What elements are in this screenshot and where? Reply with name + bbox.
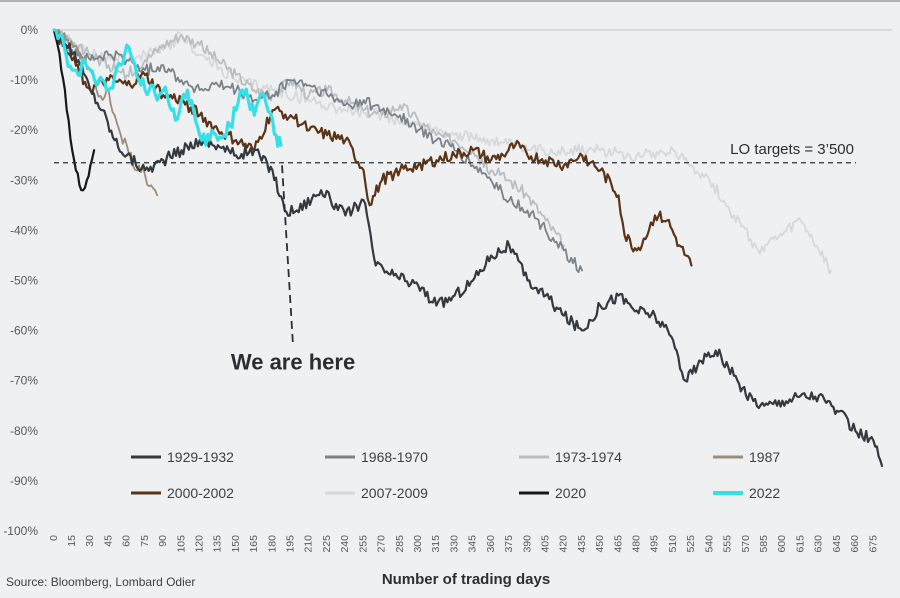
x-tick-label: 585 [758, 535, 770, 553]
x-tick-label: 510 [667, 535, 679, 553]
x-tick-label: 285 [394, 535, 406, 553]
x-tick-label: 75 [139, 535, 151, 547]
source-note: Source: Bloomberg, Lombard Odier [6, 575, 195, 589]
x-tick-label: 135 [212, 535, 224, 553]
x-tick-label: 330 [448, 535, 460, 553]
x-tick-label: 195 [285, 535, 297, 553]
reference-line-group: LO targets = 3’500 [54, 141, 856, 164]
x-tick-label: 405 [539, 535, 551, 553]
x-tick-label: 165 [248, 535, 260, 553]
x-tick-label: 360 [485, 535, 497, 553]
x-tick-label: 45 [102, 535, 114, 547]
series-line-2007-2009 [53, 29, 832, 275]
x-tick-label: 615 [794, 535, 806, 553]
annotation-pointer [281, 165, 294, 346]
y-tick-label: -70% [10, 374, 38, 388]
x-tick-label: 210 [303, 535, 315, 553]
x-tick-label: 570 [740, 535, 752, 553]
x-tick-label: 555 [722, 535, 734, 553]
series-line-2020 [52, 28, 96, 192]
legend-label: 1929-1932 [167, 449, 234, 465]
x-tick-label: 150 [230, 535, 242, 553]
x-tick-label: 540 [703, 535, 715, 553]
series-line-1929-1932 [52, 28, 884, 467]
x-tick-label: 450 [594, 535, 606, 553]
x-tick-label: 60 [121, 535, 133, 547]
x-tick-label: 225 [321, 535, 333, 553]
y-tick-label: -100% [3, 524, 38, 538]
legend: 1929-1932 1968-1970 1973-1974 1987 2000-2002… [131, 449, 780, 501]
x-tick-label: 660 [849, 535, 861, 553]
legend-label: 1968-1970 [361, 449, 428, 465]
y-tick-label: -90% [10, 474, 38, 488]
series-group [52, 28, 884, 467]
legend-label: 2020 [555, 485, 586, 501]
x-tick-label: 0 [48, 535, 60, 541]
x-tick-label: 270 [376, 535, 388, 553]
x-tick-label: 465 [612, 535, 624, 553]
x-axis-title: Number of trading days [382, 571, 550, 588]
x-tick-label: 600 [776, 535, 788, 553]
legend-label: 1973-1974 [555, 449, 622, 465]
y-tick-label: -80% [10, 424, 38, 438]
y-tick-label: 0% [21, 23, 39, 37]
y-tick-label: -10% [10, 73, 38, 87]
x-tick-label: 675 [867, 535, 879, 553]
x-tick-label: 120 [193, 535, 205, 553]
x-tick-label: 90 [157, 535, 169, 547]
x-tick-label: 105 [175, 535, 187, 553]
y-tick-label: -30% [10, 173, 38, 187]
x-tick-label: 315 [430, 535, 442, 553]
x-tick-label: 435 [576, 535, 588, 553]
series-line-1968-1970 [53, 29, 583, 274]
x-tick-label: 180 [266, 535, 278, 553]
x-tick-label: 645 [831, 535, 843, 553]
x-tick-label: 420 [558, 535, 570, 553]
x-tick-label: 390 [521, 535, 533, 553]
x-tick-label: 300 [412, 535, 424, 553]
annotation-group: We are here [231, 165, 355, 375]
reference-line-label: LO targets = 3’500 [730, 141, 854, 158]
x-tick-label: 495 [649, 535, 661, 553]
legend-label: 1987 [749, 449, 780, 465]
annotation-label: We are here [231, 350, 355, 375]
legend-label: 2022 [749, 485, 780, 501]
x-tick-label: 630 [813, 535, 825, 553]
x-tick-label: 525 [685, 535, 697, 553]
axes: 0% -10% -20% -30% -40% -50% -60% -70% -80% -90% -1… [3, 23, 892, 553]
legend-label: 2007-2009 [361, 485, 428, 501]
legend-label: 2000-2002 [167, 485, 234, 501]
x-tick-label: 255 [357, 535, 369, 553]
x-tick-label: 30 [84, 535, 96, 547]
x-tick-label: 375 [503, 535, 515, 553]
y-tick-label: -20% [10, 123, 38, 137]
x-tick-label: 480 [631, 535, 643, 553]
y-tick-label: -40% [10, 223, 38, 237]
x-tick-label: 240 [339, 535, 351, 553]
y-tick-label: -50% [10, 274, 38, 288]
series-line-2022 [52, 28, 283, 148]
x-tick-label: 345 [467, 535, 479, 553]
x-tick-label: 15 [66, 535, 78, 547]
y-tick-label: -60% [10, 324, 38, 338]
